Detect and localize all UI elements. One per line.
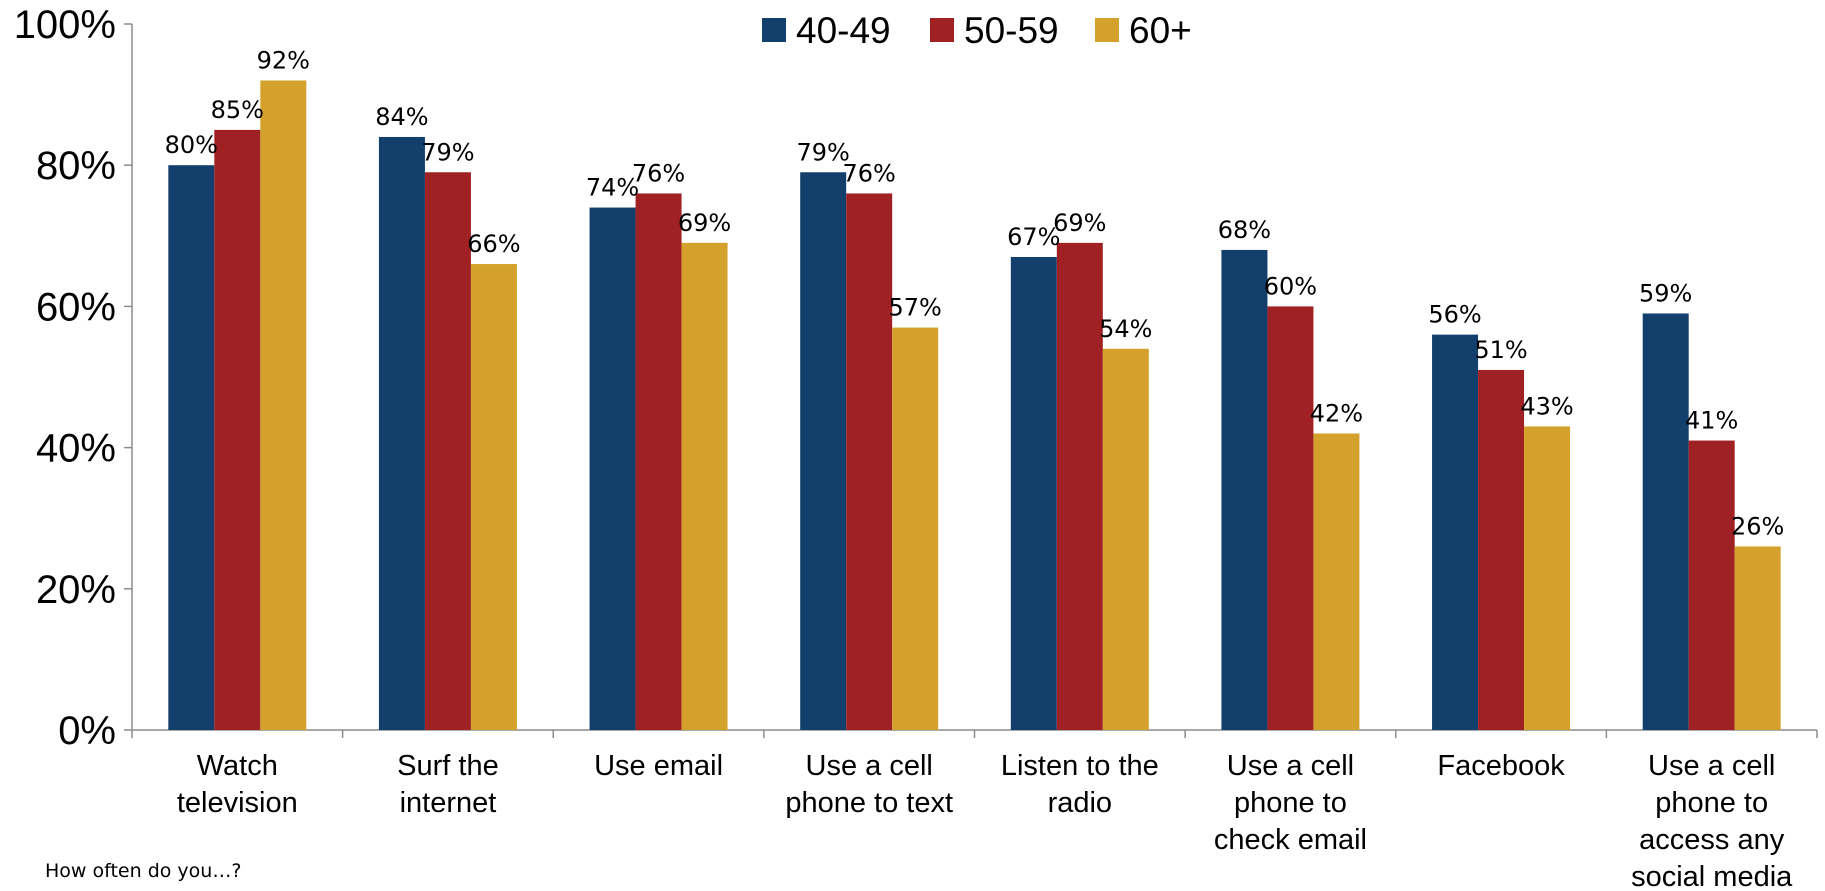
data-label: 74%: [586, 174, 639, 202]
bar-50-59-1: [424, 172, 471, 730]
bar-40-49-7: [1642, 313, 1689, 730]
footnote: How often do you…?: [45, 860, 242, 882]
legend: 40-49 50-59 60+: [762, 10, 1192, 51]
bar-40-49-5: [1221, 249, 1268, 731]
category-label: Use email: [594, 750, 723, 782]
category-label: Use a cell phone to access any social media: [1631, 750, 1793, 891]
data-label: 92%: [257, 46, 310, 74]
bar-60+-2: [681, 242, 728, 731]
bar-50-59-7: [1688, 440, 1735, 730]
bar-60+-6: [1524, 426, 1571, 730]
category-label: Use a cell phone to text: [785, 750, 953, 819]
y-tick-label: 0%: [58, 709, 116, 753]
bar-50-59-6: [1478, 369, 1525, 730]
data-label: 59%: [1639, 279, 1692, 307]
bar-60+-0: [260, 80, 307, 731]
bar-50-59-4: [1056, 242, 1103, 731]
data-label: 41%: [1685, 407, 1738, 435]
bar-40-49-3: [800, 172, 847, 730]
category-label: Listen to the radio: [1001, 750, 1159, 819]
bar-40-49-0: [168, 165, 215, 730]
x-axis: [131, 729, 1818, 738]
data-label: 76%: [632, 159, 685, 187]
bar-50-59-5: [1267, 306, 1314, 730]
category-label: Surf the internet: [397, 750, 499, 819]
y-tick-label: 40%: [36, 427, 116, 471]
y-tick-label: 60%: [36, 285, 116, 329]
legend-label-40-49: 40-49: [796, 10, 891, 51]
data-label: 80%: [165, 131, 218, 159]
data-label: 51%: [1474, 336, 1527, 364]
category-label: Use a cell phone to check email: [1214, 750, 1367, 856]
bar-40-49-2: [589, 207, 636, 730]
data-label: 57%: [889, 294, 942, 322]
bar-60+-7: [1734, 546, 1781, 730]
data-label: 79%: [421, 138, 474, 166]
data-label: 76%: [843, 159, 896, 187]
y-tick-label: 100%: [14, 3, 116, 47]
data-label: 67%: [1007, 223, 1060, 251]
data-label: 79%: [797, 138, 850, 166]
y-tick-label: 20%: [36, 568, 116, 612]
bar-40-49-6: [1432, 334, 1479, 730]
bars: [168, 80, 1781, 731]
bar-40-49-4: [1010, 256, 1057, 730]
legend-label-60+: 60+: [1129, 10, 1192, 51]
data-label: 66%: [467, 230, 520, 258]
category-labels: Watch television Surf the internet Use email…: [177, 750, 1793, 891]
bar-50-59-3: [846, 193, 893, 730]
data-labels: 80%84%74%79%67% 68%56%59%85%79%76% 76%69%6…: [165, 46, 1785, 540]
data-label: 84%: [375, 103, 428, 131]
data-label: 60%: [1264, 272, 1317, 300]
y-axis: 0% 20% 40% 60% 80% 100%: [14, 3, 133, 753]
data-label: 56%: [1428, 301, 1481, 329]
category-label: Watch television: [177, 750, 298, 819]
bar-60+-5: [1313, 433, 1360, 730]
bar-60+-4: [1102, 348, 1149, 730]
bar-40-49-1: [378, 136, 425, 730]
data-label: 42%: [1310, 399, 1363, 427]
legend-swatch-40-49: [762, 18, 786, 42]
data-label: 43%: [1520, 392, 1573, 420]
y-tick-label: 80%: [36, 144, 116, 188]
data-label: 68%: [1218, 216, 1271, 244]
bar-50-59-0: [214, 129, 261, 730]
bar-50-59-2: [635, 193, 682, 730]
data-label: 26%: [1731, 512, 1784, 540]
category-label: Facebook: [1437, 750, 1565, 782]
data-label: 69%: [678, 209, 731, 237]
legend-swatch-50-59: [930, 18, 954, 42]
legend-swatch-60+: [1095, 18, 1119, 42]
bar-60+-3: [892, 327, 939, 730]
legend-label-50-59: 50-59: [964, 10, 1059, 51]
data-label: 54%: [1099, 315, 1152, 343]
data-label: 69%: [1053, 209, 1106, 237]
bar-60+-1: [470, 264, 517, 730]
data-label: 85%: [211, 96, 264, 124]
